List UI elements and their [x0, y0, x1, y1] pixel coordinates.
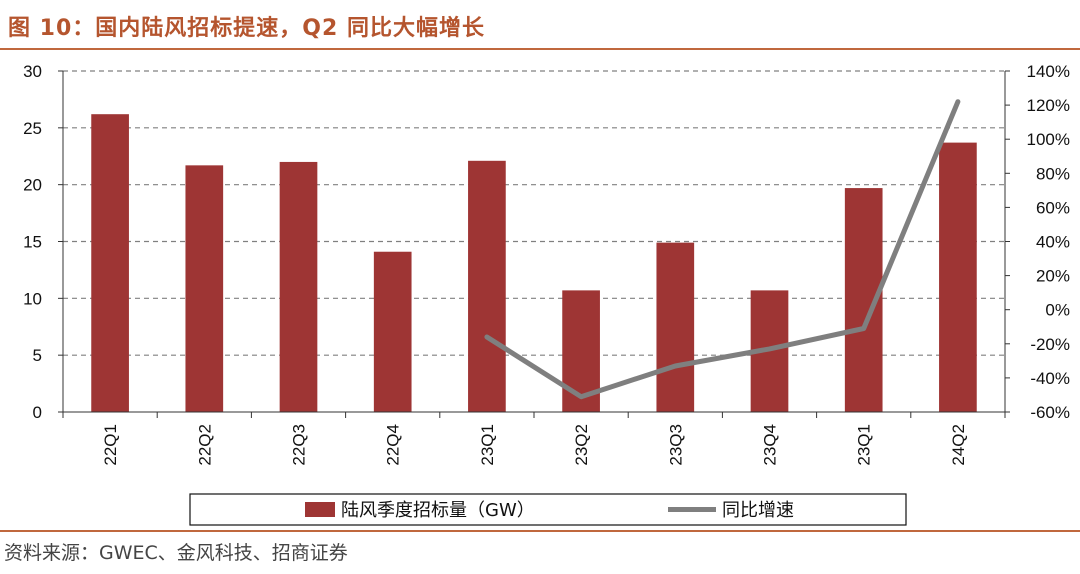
left-tick-label: 30: [23, 62, 42, 81]
right-tick-label: 0%: [1045, 301, 1070, 320]
x-tick-label: 23Q2: [572, 424, 591, 466]
bar: [279, 161, 318, 412]
legend-label-line: 同比增速: [722, 500, 794, 521]
axes: [58, 70, 1010, 418]
left-tick-label: 10: [23, 289, 42, 308]
right-tick-label: 60%: [1036, 198, 1070, 217]
bar-series: [91, 114, 977, 413]
title-rule: [0, 48, 1080, 50]
bar: [91, 114, 129, 413]
source-rule: [0, 530, 1080, 532]
bar: [468, 160, 506, 412]
bar: [185, 165, 224, 412]
right-axis-ticks: -60% -40% -20% 0% 20% 40% 60% 80% 100% 120% 140%: [1027, 62, 1070, 422]
right-tick-label: 100%: [1027, 130, 1070, 149]
legend-box: [189, 493, 907, 526]
x-tick-label: 23Q1: [855, 424, 874, 466]
x-tick-label: 22Q2: [195, 424, 214, 466]
right-tick-label: -40%: [1030, 369, 1070, 388]
source-note: 资料来源：GWEC、金风科技、招商证券: [4, 542, 348, 564]
x-tick-label: 22Q1: [101, 424, 120, 466]
right-tick-label: -60%: [1030, 403, 1070, 422]
x-tick-label: 23Q1: [478, 424, 497, 466]
legend-bar-swatch: [305, 502, 335, 517]
bar: [373, 251, 412, 412]
left-tick-label: 15: [23, 233, 42, 252]
line-series-yoy: [484, 99, 961, 400]
right-tick-label: -20%: [1030, 335, 1070, 354]
x-tick-label: 23Q4: [761, 424, 780, 466]
bar: [656, 242, 695, 412]
left-tick-label: 0: [33, 403, 42, 422]
right-tick-label: 80%: [1036, 164, 1070, 183]
x-tick-label: 24Q2: [949, 424, 968, 466]
x-tick-label: 22Q3: [290, 424, 309, 466]
left-axis-ticks: 0 5 10 15 20 25 30: [23, 62, 42, 422]
figure-title: 图 10：国内陆风招标提速，Q2 同比大幅增长: [8, 16, 485, 41]
left-tick-label: 25: [23, 119, 42, 138]
legend-label-bar: 陆风季度招标量（GW）: [341, 500, 535, 521]
right-tick-label: 40%: [1036, 233, 1070, 252]
right-tick-label: 20%: [1036, 267, 1070, 286]
bar: [939, 142, 977, 413]
x-tick-label: 22Q4: [384, 424, 403, 466]
legend: 陆风季度招标量（GW） 同比增速: [189, 493, 907, 526]
left-tick-label: 20: [23, 176, 42, 195]
right-tick-label: 140%: [1027, 62, 1070, 81]
x-tick-label: 23Q3: [666, 424, 685, 466]
right-tick-label: 120%: [1027, 96, 1070, 115]
left-tick-label: 5: [33, 346, 42, 365]
x-axis-ticks: 22Q1 22Q2 22Q3 22Q4 23Q1 23Q2 23Q3 23Q4 23Q1 24Q2: [101, 424, 968, 466]
